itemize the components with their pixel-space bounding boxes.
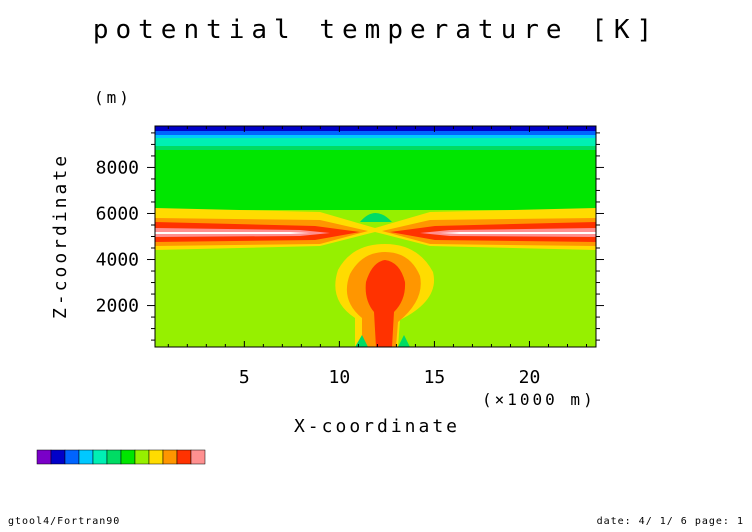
y-tick-label: 6000 [96, 203, 139, 224]
y-axis: 2000 4000 6000 8000 [96, 132, 604, 341]
colorbar-swatch [190, 449, 206, 465]
top-band-2 [155, 131, 596, 135]
colorbar [36, 449, 206, 465]
colorbar-swatch [176, 449, 192, 465]
x-tick-label: 20 [519, 367, 541, 388]
plume-base-right [398, 335, 410, 347]
colorbar-swatch [78, 449, 94, 465]
colorbar-swatch [148, 449, 164, 465]
x-axis-label: X-coordinate [294, 416, 460, 437]
y-tick-label: 2000 [96, 296, 139, 317]
y-tick-label: 8000 [96, 157, 139, 178]
colorbar-swatch [36, 449, 52, 465]
top-band-5 [155, 146, 596, 150]
colorbar-swatch [120, 449, 136, 465]
footer-left: gtool4/Fortran90 [8, 516, 121, 527]
chart-title: potential temperature [K] [93, 15, 659, 45]
inversion-contour-inner [155, 222, 596, 242]
inversion-center-line [155, 232, 596, 234]
top-band-4 [155, 138, 596, 146]
top-band-1 [155, 126, 596, 131]
x-tick-label: 15 [424, 367, 446, 388]
colorbar-swatch [50, 449, 66, 465]
plume-inner [365, 260, 406, 347]
y-tick-label: 4000 [96, 250, 139, 271]
inversion-contour-core [155, 228, 596, 237]
colorbar-swatch [162, 449, 178, 465]
colorbar-swatch [64, 449, 80, 465]
colorbar-swatch [92, 449, 108, 465]
colorbar-swatch [134, 449, 150, 465]
y-unit-label: (m) [94, 88, 132, 107]
x-unit-label: (×1000 m) [482, 390, 596, 409]
footer-right: date: 4/ 1/ 6 page: 1 [596, 516, 744, 527]
x-tick-label: 5 [239, 367, 250, 388]
colorbar-swatch [106, 449, 122, 465]
x-tick-label: 10 [329, 367, 351, 388]
upper-cool-spot [360, 213, 392, 222]
plot-area [154, 125, 597, 348]
top-band-3 [155, 135, 596, 138]
y-axis-label: Z-coordinate [50, 153, 71, 319]
x-axis: 5 10 15 20 [167, 126, 587, 388]
